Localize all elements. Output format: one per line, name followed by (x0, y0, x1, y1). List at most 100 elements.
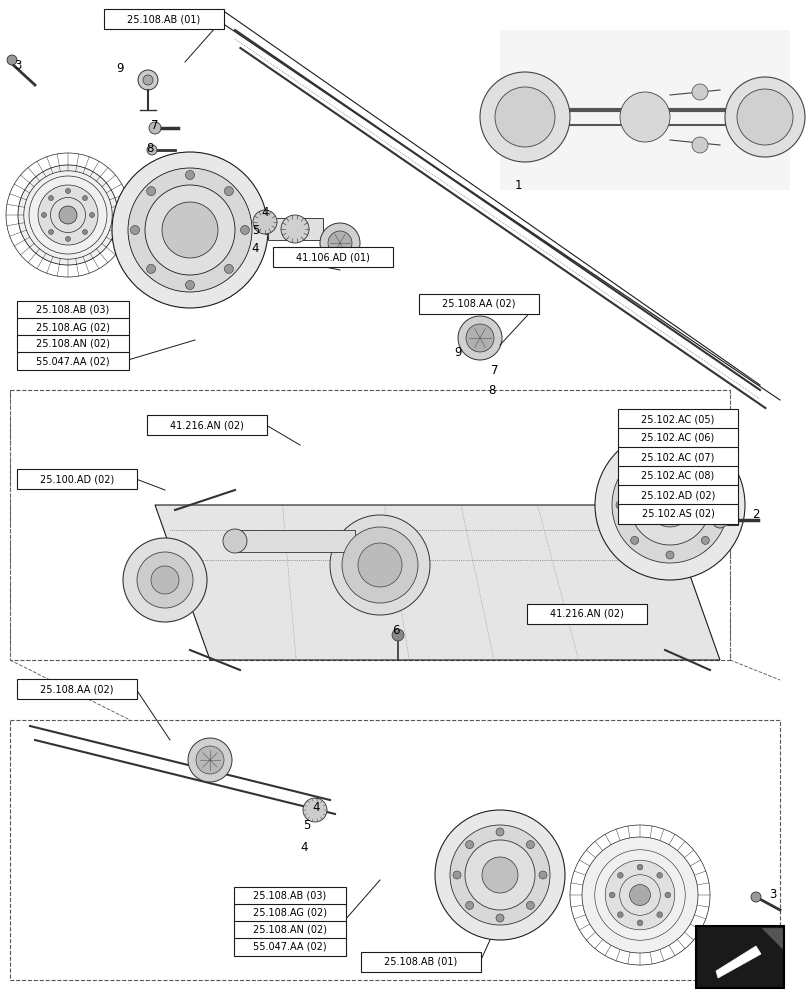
Text: 25.102.AC (08): 25.102.AC (08) (641, 471, 714, 481)
Circle shape (147, 264, 156, 273)
Circle shape (457, 316, 501, 360)
Text: 25.102.AC (07): 25.102.AC (07) (641, 452, 714, 462)
Circle shape (195, 746, 224, 774)
Text: 4: 4 (300, 841, 307, 854)
Circle shape (281, 215, 309, 243)
Circle shape (616, 501, 623, 509)
Text: 41.106.AD (01): 41.106.AD (01) (296, 252, 370, 262)
Circle shape (665, 451, 673, 459)
Circle shape (59, 206, 77, 224)
Circle shape (750, 892, 760, 902)
Circle shape (539, 871, 547, 879)
Text: 25.102.AS (02): 25.102.AS (02) (641, 509, 714, 519)
Circle shape (479, 72, 569, 162)
FancyBboxPatch shape (17, 335, 129, 353)
Circle shape (148, 122, 161, 134)
Circle shape (303, 798, 327, 822)
Text: 25.108.AB (01): 25.108.AB (01) (127, 14, 200, 24)
Circle shape (656, 912, 662, 918)
Text: 25.100.AD (02): 25.100.AD (02) (40, 474, 114, 484)
Bar (500, 30, 789, 190)
Circle shape (38, 185, 98, 245)
Circle shape (616, 872, 623, 878)
Circle shape (145, 185, 234, 275)
Circle shape (83, 229, 88, 234)
Circle shape (224, 187, 233, 196)
Circle shape (131, 226, 139, 234)
Text: 25.108.AB (03): 25.108.AB (03) (253, 891, 326, 901)
Circle shape (151, 566, 178, 594)
Text: 25.108.AA (02): 25.108.AA (02) (41, 684, 114, 694)
Circle shape (466, 324, 493, 352)
Circle shape (611, 447, 727, 563)
FancyBboxPatch shape (234, 938, 345, 956)
Circle shape (89, 213, 94, 218)
Text: 5: 5 (303, 819, 311, 832)
Circle shape (665, 551, 673, 559)
Circle shape (701, 466, 709, 474)
Circle shape (711, 512, 727, 528)
Circle shape (736, 89, 792, 145)
Text: 3: 3 (15, 59, 22, 72)
FancyBboxPatch shape (17, 301, 129, 319)
Circle shape (341, 527, 418, 603)
Circle shape (526, 841, 534, 849)
Text: 25.108.AG (02): 25.108.AG (02) (253, 908, 327, 918)
Text: 6: 6 (392, 624, 399, 637)
Circle shape (392, 629, 404, 641)
FancyBboxPatch shape (617, 447, 737, 467)
FancyBboxPatch shape (526, 604, 646, 624)
Text: 25.102.AC (05): 25.102.AC (05) (641, 414, 714, 424)
Circle shape (18, 165, 118, 265)
Circle shape (629, 885, 650, 905)
Circle shape (224, 264, 233, 273)
Text: 25.102.AC (06): 25.102.AC (06) (641, 433, 714, 443)
Circle shape (715, 501, 723, 509)
Circle shape (188, 738, 232, 782)
Text: 3: 3 (768, 888, 776, 901)
Text: 9: 9 (453, 346, 461, 359)
FancyBboxPatch shape (17, 318, 129, 336)
Circle shape (526, 901, 534, 909)
Polygon shape (761, 928, 781, 948)
Circle shape (185, 280, 195, 290)
Circle shape (358, 543, 401, 587)
Circle shape (128, 168, 251, 292)
Circle shape (637, 920, 642, 926)
Circle shape (49, 229, 54, 234)
Circle shape (495, 87, 554, 147)
FancyBboxPatch shape (617, 466, 737, 486)
FancyBboxPatch shape (234, 904, 345, 922)
Text: 2: 2 (751, 508, 759, 522)
Text: 25.102.AD (02): 25.102.AD (02) (640, 490, 714, 500)
Circle shape (253, 210, 277, 234)
Circle shape (465, 841, 473, 849)
Circle shape (147, 187, 156, 196)
Text: 25.108.AB (03): 25.108.AB (03) (36, 305, 109, 315)
Circle shape (143, 75, 152, 85)
Circle shape (496, 828, 504, 836)
Bar (695, 926, 783, 988)
Circle shape (329, 515, 430, 615)
Circle shape (620, 92, 669, 142)
Circle shape (496, 914, 504, 922)
Text: 7: 7 (491, 363, 498, 376)
Circle shape (240, 226, 249, 234)
Circle shape (691, 84, 707, 100)
Circle shape (147, 145, 157, 155)
FancyBboxPatch shape (234, 530, 354, 552)
Circle shape (137, 552, 193, 608)
Circle shape (453, 871, 461, 879)
Circle shape (122, 538, 207, 622)
Circle shape (49, 196, 54, 201)
Text: 7: 7 (151, 119, 159, 132)
Circle shape (604, 860, 674, 930)
Circle shape (664, 892, 670, 898)
Text: 25.108.AB (01): 25.108.AB (01) (384, 957, 457, 967)
Polygon shape (155, 505, 719, 660)
Circle shape (629, 465, 709, 545)
FancyBboxPatch shape (617, 428, 737, 448)
Text: 5: 5 (252, 224, 260, 236)
Text: 25.108.AG (02): 25.108.AG (02) (36, 322, 109, 332)
Text: 1: 1 (513, 179, 521, 192)
